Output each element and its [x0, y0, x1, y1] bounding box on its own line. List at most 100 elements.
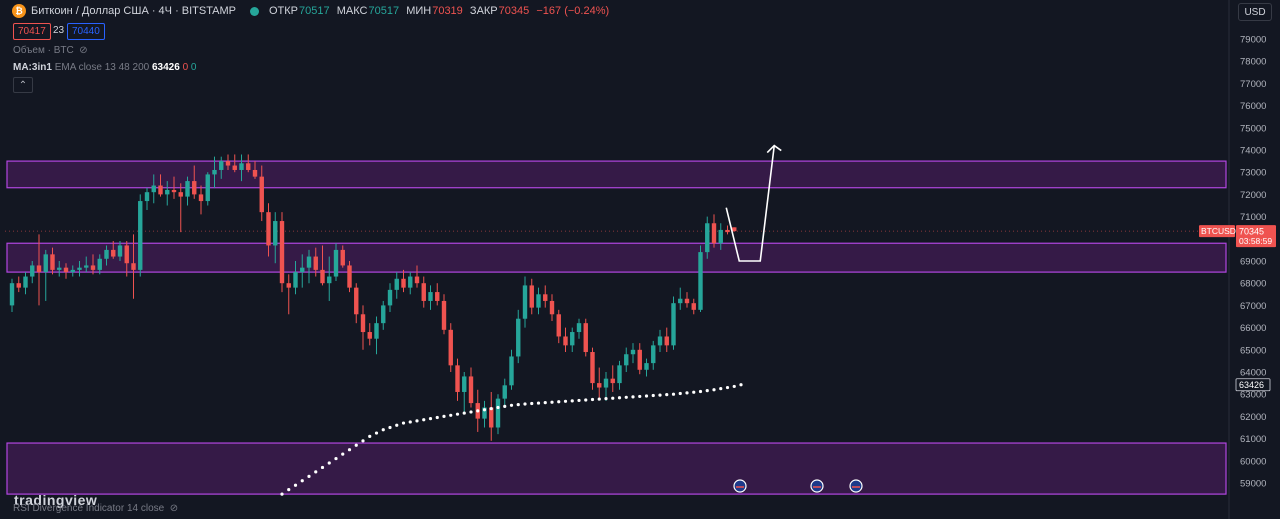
ma-point — [293, 483, 298, 487]
candle-body — [9, 283, 15, 306]
candle-body — [597, 383, 602, 388]
candle-body — [630, 349, 636, 355]
candle-body — [732, 227, 737, 232]
candle-body — [408, 276, 413, 288]
candle-body — [43, 254, 48, 273]
candle-body — [36, 265, 42, 273]
candle-body — [563, 336, 568, 346]
price-tag-bg — [1236, 225, 1276, 248]
y-tick-label: 65000 — [1240, 345, 1266, 356]
candle-body — [30, 265, 35, 277]
candle-body — [435, 292, 440, 301]
buy-price-button[interactable]: 70440 — [67, 23, 105, 40]
ma-tag-value: 63426 — [1239, 380, 1264, 390]
ma-point — [536, 401, 541, 405]
ma-point — [509, 403, 514, 407]
ma-point — [482, 408, 487, 412]
volume-indicator-label[interactable]: Объем · BTC ⊘ — [13, 45, 88, 56]
spread-value: 23 — [53, 25, 65, 36]
ma-point — [644, 394, 649, 398]
ma-point — [334, 456, 338, 461]
candle-body — [374, 323, 379, 339]
candle-body — [489, 407, 494, 428]
bitcoin-icon: ₿ — [12, 4, 26, 18]
ma-point — [368, 434, 372, 438]
candle-body — [151, 185, 156, 193]
y-tick-label: 60000 — [1240, 456, 1266, 467]
candle-body — [124, 245, 129, 264]
candle-body — [455, 365, 460, 392]
candle-body — [266, 212, 271, 246]
y-tick-label: 78000 — [1240, 57, 1266, 68]
ma-point — [617, 396, 622, 400]
rsi-indicator-label[interactable]: RSI Divergence Indicator 14 close ⊘ — [13, 503, 179, 514]
candle-body — [684, 298, 690, 304]
ma-point — [516, 403, 520, 407]
ma-point — [658, 393, 662, 397]
candle-body — [617, 365, 622, 384]
ma-point — [719, 387, 723, 391]
ma-point — [597, 397, 601, 401]
ma-point — [401, 421, 406, 425]
high-value: 70517 — [368, 5, 400, 17]
candle-body — [522, 285, 528, 319]
ma-point — [469, 410, 473, 414]
ma-point — [604, 397, 608, 401]
ma-point — [624, 395, 628, 399]
ma-point — [692, 390, 696, 394]
candle-body — [556, 314, 561, 337]
candle-body — [698, 252, 703, 310]
ma-point — [435, 415, 439, 420]
candle-body — [414, 276, 420, 284]
ma-point — [374, 431, 379, 435]
projection-path — [725, 145, 776, 262]
candle-body — [664, 336, 669, 346]
candle-body — [77, 267, 82, 270]
currency-selector[interactable]: USD — [1238, 3, 1272, 21]
ma-point — [665, 393, 669, 397]
candle-body — [678, 298, 683, 304]
y-tick-label: 72000 — [1240, 190, 1266, 201]
ma-point — [287, 488, 291, 492]
candle-body — [381, 305, 386, 324]
eye-off-icon[interactable]: ⊘ — [76, 45, 88, 56]
ma-point — [307, 474, 311, 478]
candle-body — [394, 278, 399, 290]
sell-price-button[interactable]: 70417 — [13, 23, 51, 40]
ma-point — [280, 492, 284, 496]
candle-body — [468, 376, 474, 404]
candle-body — [340, 249, 345, 266]
ma-point — [503, 404, 507, 409]
ma-point — [550, 400, 554, 404]
candle-body — [111, 249, 116, 257]
price-tag-countdown: 03:58:59 — [1239, 236, 1272, 246]
candle-body — [691, 303, 696, 310]
candle-body — [171, 189, 177, 193]
ma-point — [327, 461, 331, 465]
ma-point — [422, 418, 426, 422]
collapse-legend-button[interactable]: ⌃ — [13, 77, 33, 93]
ma-point — [557, 400, 561, 404]
support-resistance-zone-2 — [6, 442, 1227, 495]
candle-body — [313, 256, 318, 270]
low-value: 70319 — [432, 5, 463, 17]
ma-point — [496, 405, 500, 410]
candle-body — [232, 165, 237, 170]
candle-body — [259, 176, 264, 213]
symbol-title[interactable]: Биткоин / Доллар США · 4Ч · BITSTAMP — [31, 5, 236, 17]
candle-body — [16, 283, 21, 288]
ma-indicator-legend[interactable]: MA:3in1 EMA close 13 48 200 63426 0 0 — [13, 62, 197, 73]
candle-body — [144, 192, 150, 202]
eye-off-icon[interactable]: ⊘ — [166, 503, 179, 514]
ma-point — [341, 452, 345, 456]
ma-point — [584, 398, 588, 402]
candle-body — [725, 229, 730, 233]
candle-body — [637, 349, 642, 370]
ma-point — [300, 479, 304, 483]
candle-body — [327, 276, 332, 284]
candle-body — [401, 278, 406, 288]
candle-body — [158, 185, 163, 195]
y-tick-label: 59000 — [1240, 479, 1266, 490]
candle-body — [509, 356, 514, 386]
